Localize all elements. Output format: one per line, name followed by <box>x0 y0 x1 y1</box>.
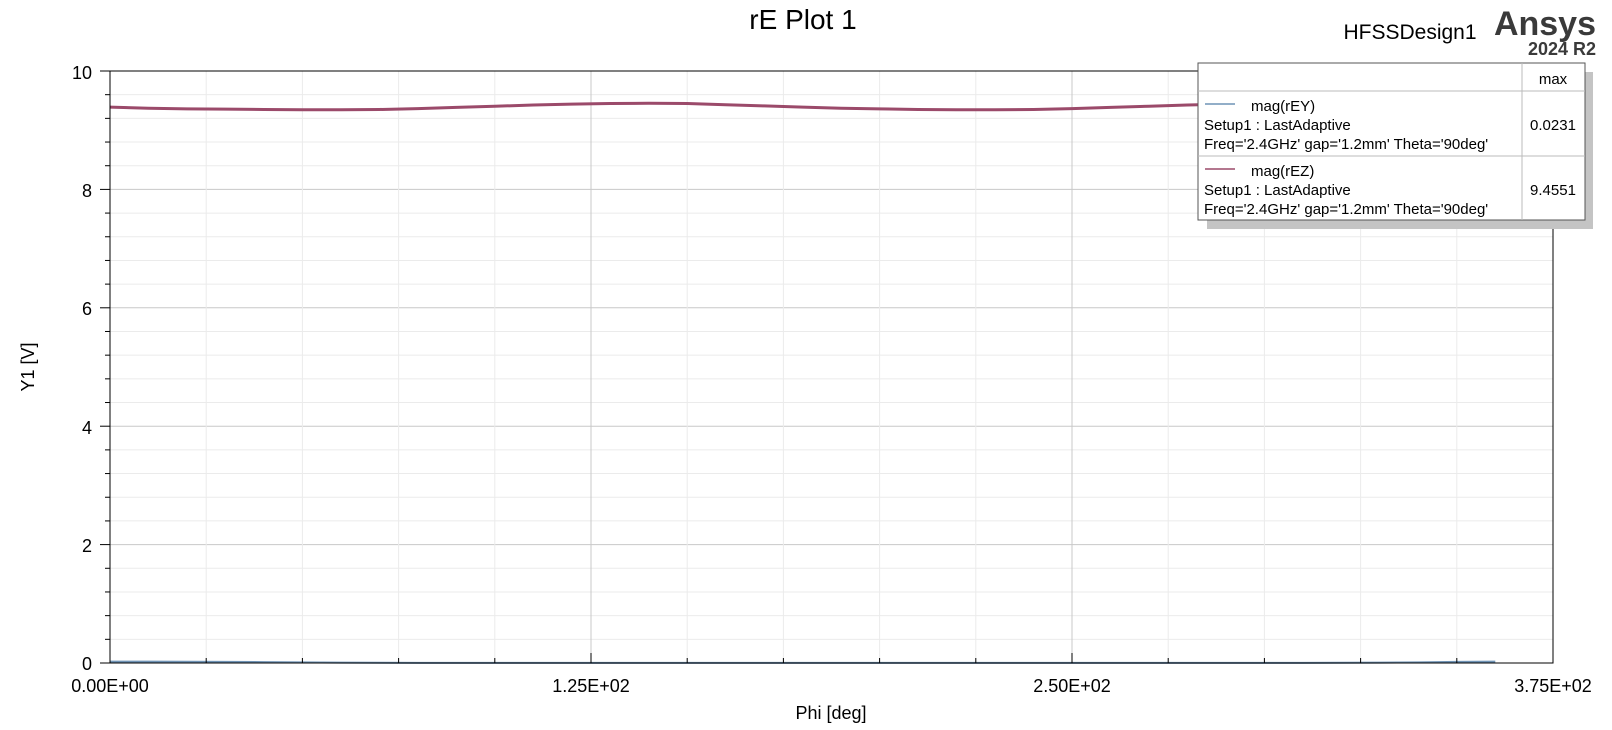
y-tick-label: 10 <box>72 63 92 83</box>
design-name: HFSSDesign1 <box>1343 21 1476 44</box>
y-tick-label: 4 <box>82 418 92 438</box>
legend-series-setup: Setup1 : LastAdaptive <box>1204 117 1351 134</box>
y-tick-label: 8 <box>82 181 92 201</box>
brand-logo: Ansys <box>1494 5 1596 43</box>
x-tick-label: 1.25E+02 <box>552 676 630 696</box>
legend-series-max: 0.0231 <box>1530 117 1576 134</box>
legend-series-variation: Freq='2.4GHz' gap='1.2mm' Theta='90deg' <box>1204 136 1488 153</box>
legend-entry-rez[interactable]: mag(rEZ) Setup1 : LastAdaptive Freq='2.4… <box>1204 163 1576 218</box>
legend-series-max: 9.4551 <box>1530 182 1576 199</box>
legend-header-max: max <box>1539 71 1568 88</box>
legend-series-name: mag(rEY) <box>1251 98 1315 115</box>
x-tick-label: 2.50E+02 <box>1033 676 1111 696</box>
x-tick-label: 0.00E+00 <box>71 676 149 696</box>
x-axis-label: Phi [deg] <box>795 703 866 723</box>
plot-frame <box>109 70 1554 664</box>
legend-series-setup: Setup1 : LastAdaptive <box>1204 182 1351 199</box>
legend-series-name: mag(rEZ) <box>1251 163 1314 180</box>
legend-box <box>1197 62 1586 221</box>
legend-entry-rey[interactable]: mag(rEY) Setup1 : LastAdaptive Freq='2.4… <box>1204 98 1576 153</box>
tick-marks <box>100 70 1554 664</box>
y-tick-label: 0 <box>82 654 92 674</box>
version-label: 2024 R2 <box>1528 39 1596 59</box>
y-axis-label: Y1 [V] <box>18 342 38 391</box>
chart-title: rE Plot 1 <box>749 4 856 35</box>
y-tick-label: 2 <box>82 536 92 556</box>
legend-series-variation: Freq='2.4GHz' gap='1.2mm' Theta='90deg' <box>1204 201 1488 218</box>
legend[interactable]: max mag(rEY) Setup1 : LastAdaptive Freq=… <box>1197 62 1593 229</box>
y-tick-label: 6 <box>82 299 92 319</box>
x-tick-label: 3.75E+02 <box>1514 676 1592 696</box>
